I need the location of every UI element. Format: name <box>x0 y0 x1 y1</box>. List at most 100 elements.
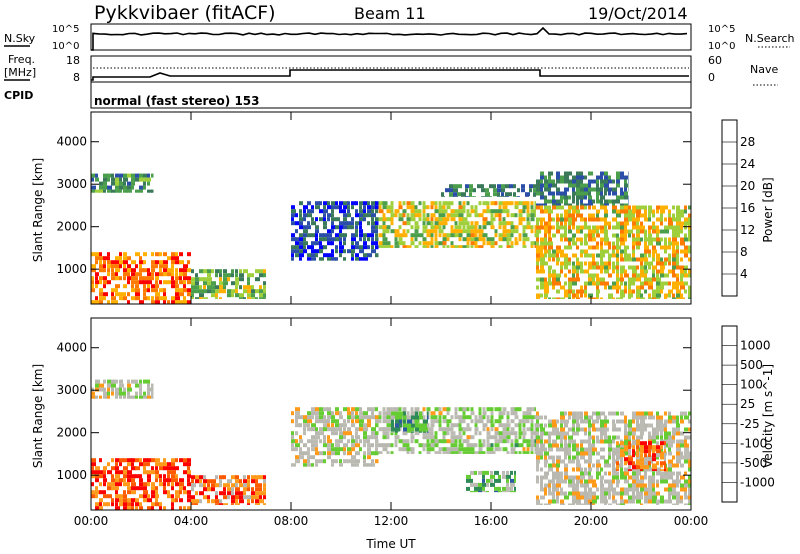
power-cell <box>588 187 593 192</box>
power-cell <box>584 225 589 230</box>
power-cell <box>632 277 637 282</box>
velocity-cell <box>159 502 162 507</box>
velocity-cell <box>572 439 576 444</box>
velocity-cell <box>239 499 244 504</box>
velocity-cell <box>107 494 112 499</box>
velocity-cell <box>331 415 335 420</box>
velocity-cell <box>119 379 123 384</box>
velocity-cell <box>560 499 564 504</box>
power-cell <box>588 191 591 196</box>
velocity-cell <box>592 463 595 468</box>
power-cell <box>123 296 127 301</box>
velocity-cell <box>323 407 328 412</box>
power-cell <box>179 276 182 281</box>
velocity-cell <box>616 419 621 424</box>
velocity-cell <box>628 457 633 462</box>
power-cell <box>131 268 136 273</box>
power-cell <box>560 253 565 258</box>
power-cell <box>111 300 115 305</box>
power-cell <box>111 288 115 293</box>
power-cell <box>454 225 459 230</box>
velocity-cell <box>343 451 346 456</box>
velocity-cell <box>247 479 250 484</box>
power-cell <box>482 209 488 214</box>
power-cell <box>588 281 592 286</box>
velocity-cell <box>632 491 635 496</box>
velocity-cell <box>522 435 526 440</box>
power-cell <box>490 241 495 246</box>
velocity-cell <box>430 439 436 444</box>
power-cell <box>259 273 264 278</box>
velocity-cell <box>107 395 110 399</box>
power-cell <box>319 201 322 206</box>
velocity-cell <box>303 443 307 448</box>
power-cell <box>672 225 676 230</box>
power-cell <box>564 265 568 270</box>
power-cell <box>556 249 561 254</box>
velocity-cell <box>552 495 555 500</box>
power-cell <box>548 183 553 188</box>
velocity-cell <box>608 487 612 492</box>
power-cell <box>263 289 266 294</box>
velocity-cell <box>498 435 503 440</box>
velocity-cell <box>91 395 96 399</box>
power-cell <box>576 261 581 266</box>
velocity-cell <box>556 431 560 436</box>
power-cell <box>351 257 354 261</box>
power-cell <box>223 289 226 294</box>
power-cell <box>95 256 99 261</box>
power-cell <box>303 237 306 242</box>
power-cell <box>620 191 625 196</box>
power-cell <box>311 245 314 250</box>
power-cell <box>331 257 336 261</box>
velocity-cell <box>187 478 190 483</box>
velocity-cell <box>552 439 557 444</box>
power-cell <box>536 217 540 222</box>
velocity-cell <box>219 491 223 496</box>
velocity-cell <box>147 387 151 392</box>
velocity-cell <box>600 455 605 460</box>
power-cell <box>465 196 470 197</box>
velocity-cell <box>331 419 336 424</box>
velocity-cell <box>576 475 580 480</box>
velocity-cell <box>367 415 371 420</box>
power-cell <box>604 213 608 218</box>
power-cell <box>556 171 560 176</box>
velocity-cell <box>179 482 184 487</box>
velocity-cell <box>419 415 423 420</box>
velocity-cell <box>426 439 430 444</box>
power-cell <box>406 245 412 248</box>
power-cell <box>143 288 147 293</box>
power-cell <box>123 189 128 193</box>
velocity-cell <box>632 445 635 450</box>
velocity-cell <box>291 463 296 467</box>
power-cell <box>688 225 691 230</box>
velocity-cell <box>410 427 415 432</box>
power-cell <box>560 195 564 200</box>
velocity-cell <box>672 439 675 444</box>
power-cell <box>560 285 565 290</box>
power-cell <box>474 233 478 238</box>
power-cell <box>660 221 663 226</box>
power-cell <box>640 293 643 298</box>
power-cell <box>640 265 645 270</box>
power-cell <box>536 237 539 242</box>
power-cell <box>171 296 176 301</box>
velocity-cell <box>486 435 491 440</box>
velocity-cell <box>446 447 452 452</box>
velocity-cell <box>498 447 502 452</box>
power-cell <box>536 249 541 254</box>
power-cell <box>485 196 490 197</box>
power-cell <box>243 297 246 299</box>
velocity-cell <box>235 503 240 505</box>
power-cell <box>576 225 581 230</box>
velocity-cell <box>526 407 532 412</box>
power-cell <box>327 201 330 206</box>
power-cell <box>323 237 328 242</box>
velocity-cell <box>576 427 580 432</box>
power-cell <box>534 233 536 238</box>
power-cell <box>526 237 530 242</box>
velocity-cell <box>159 462 164 467</box>
velocity-cell <box>600 427 604 432</box>
velocity-cell <box>604 471 607 476</box>
